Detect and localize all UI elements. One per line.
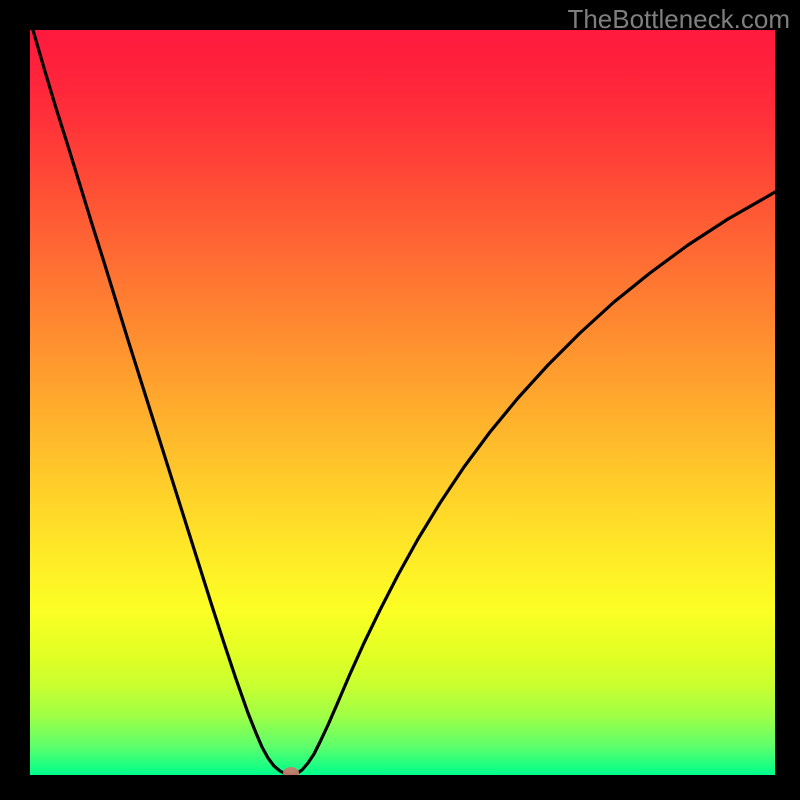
v-curve-svg: [30, 30, 775, 775]
plot-area: [30, 30, 775, 775]
v-curve-line: [33, 30, 775, 775]
chart-frame: TheBottleneck.com: [0, 0, 800, 800]
min-marker: [283, 767, 299, 775]
